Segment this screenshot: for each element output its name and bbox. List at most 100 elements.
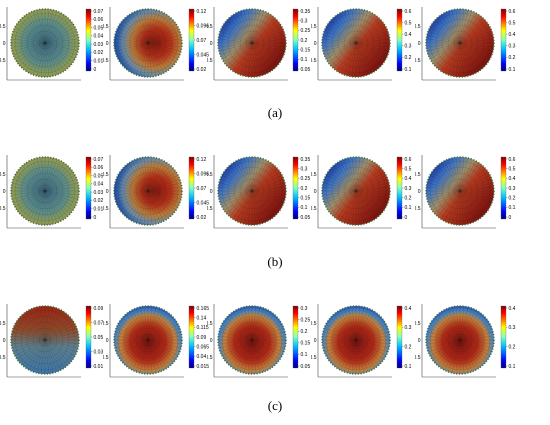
colorbar — [85, 8, 92, 72]
heatmap-disk — [322, 306, 390, 374]
colorbar-tick-label: 0.4 — [405, 32, 412, 38]
heatmap-panel-b-4: -0.500.510.50-0.50.60.50.40.30.20.10 — [311, 155, 412, 229]
mesh-lines — [426, 157, 494, 225]
colorbar-tick-label: 0.09 — [197, 335, 207, 341]
colorbar-tick-label: 0.02 — [94, 50, 104, 56]
colorbar-tick-label: 0.4 — [509, 32, 516, 38]
electrode-ring — [425, 8, 495, 78]
y-tick-label: -0.5 — [311, 206, 317, 212]
y-tick-label: -0.5 — [311, 58, 317, 64]
colorbar-tick-label: 0.6 — [405, 157, 412, 163]
colorbar-tick-label: 0.2 — [301, 38, 308, 44]
colorbar-tick-label: 0.35 — [301, 9, 311, 15]
mesh-lines — [114, 306, 182, 374]
colorbar-tick-label: 0.07 — [197, 186, 207, 192]
colorbar-tick-label: 0.15 — [301, 195, 311, 201]
colorbar-tick-label: 0.096 — [197, 23, 210, 29]
electrode-ring — [113, 8, 183, 78]
colorbar-tick-label: 0.06 — [94, 17, 104, 23]
colorbar-tick-label: 0.05 — [301, 67, 311, 73]
heatmap-disk — [114, 9, 182, 77]
y-tick-label: 0 — [3, 189, 6, 195]
y-tick-label: -0.5 — [415, 355, 421, 361]
y-tick-label: 0 — [106, 41, 109, 47]
y-tick-label: 0.5 — [0, 24, 6, 30]
mesh-lines — [218, 9, 286, 77]
y-tick-label: 0 — [3, 338, 6, 344]
colorbar-tick-label: 0.02 — [94, 198, 104, 204]
colorbar-tick-label: 0.5 — [509, 20, 516, 26]
heatmap-disk — [426, 9, 494, 77]
colorbar-tick-label: 0.2 — [301, 186, 308, 192]
colorbar-tick-label: 0.3 — [509, 186, 516, 192]
colorbar-tick-label: 0.1 — [301, 352, 308, 358]
y-tick-label: 0 — [418, 41, 421, 47]
colorbar — [500, 305, 507, 369]
colorbar — [188, 305, 195, 369]
colorbar-tick-label: 0.045 — [197, 200, 210, 206]
y-tick-label: 0.5 — [311, 172, 317, 178]
colorbar-tick-label: 0.01 — [94, 59, 104, 65]
electrode-ring — [425, 305, 495, 375]
y-tick-label: 0.5 — [207, 172, 213, 178]
y-tick-label: 0 — [210, 338, 213, 344]
heatmap-disk — [11, 306, 79, 374]
colorbar-tick-label: 0.06 — [94, 165, 104, 171]
colorbar-tick-label: 0.09 — [94, 306, 104, 312]
heatmap-disk — [322, 9, 390, 77]
heatmap-disk — [218, 9, 286, 77]
colorbar-tick-label: 0.1 — [405, 364, 412, 370]
heatmap-disk — [322, 157, 390, 225]
colorbar-tick-label: 0.35 — [301, 157, 311, 163]
mesh-lines — [11, 9, 79, 77]
colorbar-tick-label: 0.3 — [405, 44, 412, 50]
colorbar-tick-label: 0 — [94, 67, 97, 73]
heatmap-panel-c-1: -0.500.510.50-0.50.090.070.050.030.01 — [0, 304, 104, 378]
colorbar-tick-label: 0.05 — [94, 25, 104, 31]
colorbar-tick-label: 0.1 — [509, 364, 516, 370]
y-tick-label: -0.5 — [311, 355, 317, 361]
colorbar-tick-label: 0.1 — [301, 57, 308, 63]
y-tick-label: 0.5 — [415, 24, 421, 30]
colorbar-tick-label: 0.03 — [94, 349, 104, 355]
y-tick-label: 0.5 — [207, 321, 213, 327]
heatmap-disk — [11, 157, 79, 225]
colorbar-tick-label: 0.6 — [509, 9, 516, 15]
colorbar-tick-label: 0.2 — [405, 55, 412, 61]
colorbar-tick-label: 0.3 — [509, 325, 516, 331]
colorbar-tick-label: 0.15 — [301, 341, 311, 347]
mesh-lines — [322, 157, 390, 225]
y-tick-label: -0.5 — [103, 58, 109, 64]
colorbar-tick-label: 0.6 — [509, 157, 516, 163]
mesh-lines — [114, 157, 182, 225]
colorbar-tick-label: 0.04 — [94, 182, 104, 188]
colorbar — [188, 156, 195, 220]
colorbar-tick-label: 0.015 — [197, 364, 210, 370]
y-tick-label: -0.5 — [415, 58, 421, 64]
colorbar — [396, 8, 403, 72]
y-tick-label: -0.5 — [207, 206, 213, 212]
heatmap-panel-a-3: -0.500.510.50-0.50.350.30.250.20.150.10.… — [207, 7, 311, 81]
y-tick-label: 0 — [314, 41, 317, 47]
colorbar-tick-label: 0.3 — [405, 186, 412, 192]
y-tick-label: -0.5 — [0, 206, 6, 212]
heatmap-panel-c-3: -0.500.510.50-0.50.30.250.20.150.10.05 — [207, 304, 311, 378]
mesh-lines — [426, 9, 494, 77]
y-tick-label: 0.5 — [311, 24, 317, 30]
colorbar-tick-label: 0.12 — [197, 9, 207, 15]
colorbar-tick-label: 0.045 — [197, 52, 210, 58]
colorbar-tick-label: 0.04 — [94, 34, 104, 40]
y-tick-label: 0.5 — [207, 24, 213, 30]
y-tick-label: 0.5 — [103, 24, 109, 30]
colorbar — [85, 305, 92, 369]
colorbar — [292, 305, 299, 369]
mesh-lines — [322, 306, 390, 374]
colorbar-tick-label: 0.096 — [197, 171, 210, 177]
mesh-lines — [218, 157, 286, 225]
colorbar-tick-label: 0.065 — [197, 344, 210, 350]
colorbar-tick-label: 0.04 — [197, 354, 207, 360]
colorbar-tick-label: 0.05 — [301, 364, 311, 370]
colorbar-tick-label: 0.4 — [509, 306, 516, 312]
